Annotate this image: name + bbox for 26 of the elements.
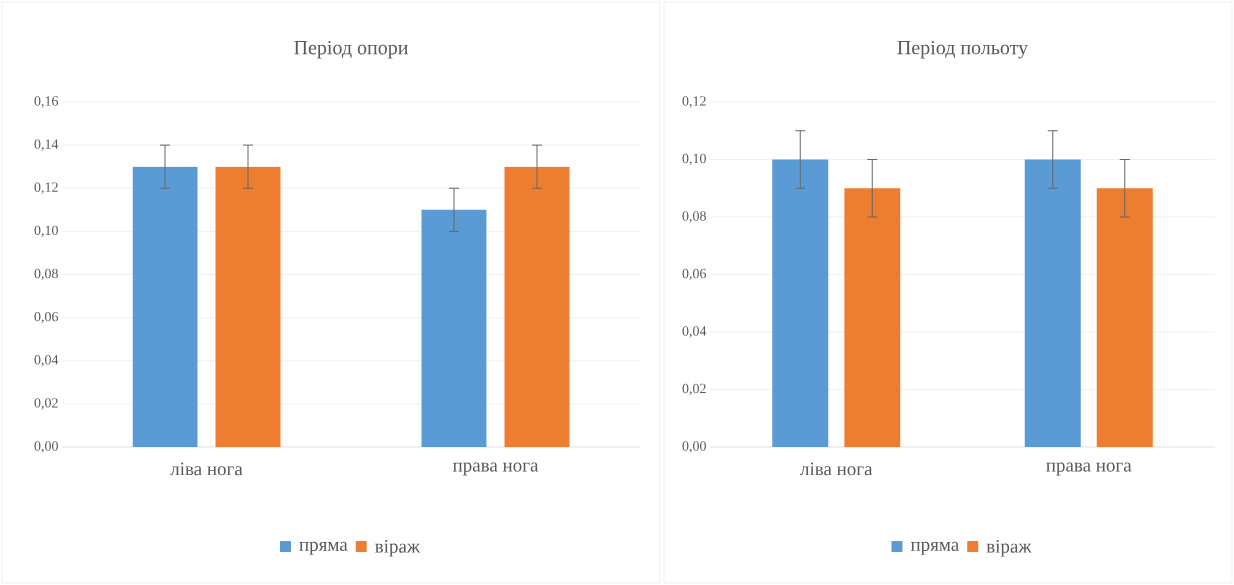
- y-tick-label: 0,04: [34, 355, 59, 367]
- y-tick-label: 0,10: [34, 225, 58, 238]
- y-tick-label: 0,10: [682, 153, 706, 166]
- legend-label: віраж: [986, 540, 1032, 557]
- y-tick-label: 0,06: [34, 311, 59, 324]
- y-tick-label: 0,02: [34, 398, 58, 410]
- y-tick-label: 0,16: [34, 96, 59, 108]
- y-tick-label: 0,08: [682, 211, 706, 223]
- x-tick-label: права нога: [452, 462, 539, 476]
- legend-label: віраж: [375, 540, 421, 557]
- x-tick-label: ліва нога: [170, 462, 243, 476]
- y-tick-label: 0,12: [682, 96, 706, 108]
- y-tick-label: 0,08: [34, 268, 58, 281]
- chart-title: Період опори: [294, 40, 408, 59]
- chart-title: Період польоту: [897, 40, 1029, 59]
- y-tick-label: 0,06: [682, 268, 707, 281]
- legend-label: пряма: [299, 541, 348, 555]
- y-tick-label: 0,12: [34, 182, 58, 194]
- y-tick-label: 0,02: [682, 383, 706, 396]
- y-tick-label: 0,14: [34, 139, 59, 151]
- legend-label: пряма: [910, 541, 959, 555]
- x-tick-label: права нога: [1046, 462, 1132, 476]
- x-tick-label: ліва нога: [800, 462, 873, 476]
- y-tick-label: 0,00: [682, 441, 706, 453]
- y-tick-label: 0,00: [34, 441, 58, 453]
- y-tick-label: 0,04: [682, 326, 707, 338]
